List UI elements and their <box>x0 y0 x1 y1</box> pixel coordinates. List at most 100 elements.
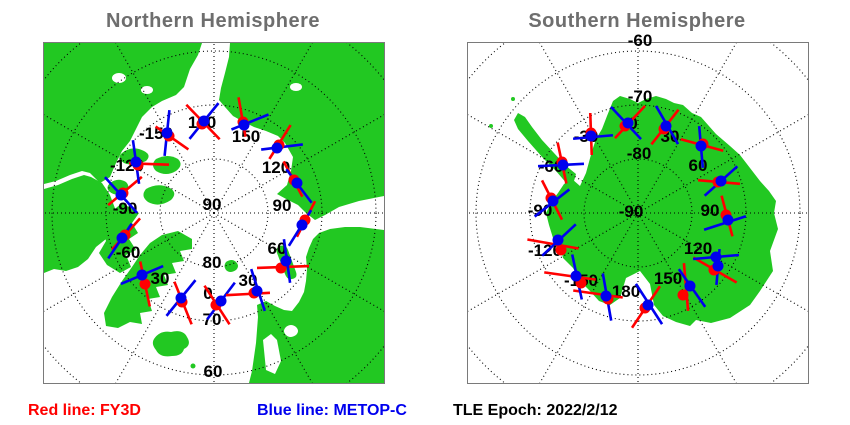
south-graticule-label: 60 <box>689 156 708 175</box>
south-map-title: Southern Hemisphere <box>528 10 746 32</box>
north-graticule-label: 90 <box>273 196 292 215</box>
metopc-position-dot <box>238 119 250 131</box>
south-meridian-line <box>637 114 808 214</box>
metopc-position-dot <box>712 260 724 272</box>
south-meridian-line <box>637 212 808 312</box>
metopc-position-dot <box>296 219 308 231</box>
north-latitude-ring <box>51 50 377 376</box>
metopc-position-dot <box>695 140 707 152</box>
north-landmass <box>249 227 384 383</box>
south-top-latitude-label: -60 <box>627 31 653 50</box>
metopc-position-dot <box>215 295 227 307</box>
fy3d-position-dot <box>139 278 151 290</box>
south-meridian-line <box>539 43 639 214</box>
north-landmass <box>143 185 175 205</box>
metopc-position-dot <box>684 280 696 292</box>
south-graticule-label: -90 <box>619 202 644 221</box>
south-graticule-label: -90 <box>528 201 553 220</box>
south-graticule-label: -70 <box>628 87 653 106</box>
south-island <box>489 124 493 128</box>
south-meridian-line <box>539 212 639 383</box>
metopc-position-dot <box>622 117 634 129</box>
south-meridian-line <box>637 212 737 383</box>
north-meridian-line <box>213 43 313 214</box>
south-meridian-line <box>637 43 737 214</box>
north-inland-water <box>112 73 126 83</box>
metopc-position-dot <box>722 214 734 226</box>
north-meridian-line <box>115 43 215 214</box>
north-landmass <box>44 175 116 273</box>
metopc-position-dot <box>175 292 187 304</box>
south-graticule-label: 90 <box>701 201 720 220</box>
south-map-canvas: -90-80-700306090120150180-150-120-90-60-… <box>468 43 808 383</box>
metopc-position-dot <box>271 142 283 154</box>
north-inland-water <box>284 325 298 337</box>
north-meridian-line <box>115 212 215 383</box>
metopc-position-dot <box>280 255 292 267</box>
south-hemisphere-map: -90-80-700306090120150180-150-120-90-60-… <box>467 31 809 384</box>
north-landmass <box>116 208 137 223</box>
fy3d-track-line <box>544 271 596 281</box>
fy3d-track-line <box>573 289 623 299</box>
north-landmass <box>219 43 384 220</box>
north-graticule-label: 60 <box>268 239 287 258</box>
metopc-position-dot <box>291 177 303 189</box>
north-inland-water <box>290 83 302 91</box>
north-meridian-line <box>213 212 384 312</box>
north-graticule-label: 70 <box>203 310 222 329</box>
north-landmass <box>44 43 202 184</box>
metopc-position-dot <box>557 159 569 171</box>
metopc-position-dot <box>600 290 612 302</box>
metopc-position-dot <box>715 175 727 187</box>
north-meridian-line <box>213 114 384 214</box>
north-graticule-label: 90 <box>203 195 222 214</box>
legend-tle-epoch: TLE Epoch: 2022/2/12 <box>453 402 618 419</box>
north-inland-water <box>263 334 281 374</box>
south-meridian-line <box>468 212 639 312</box>
metopc-position-dot <box>642 299 654 311</box>
metopc-position-dot <box>161 127 173 139</box>
metopc-position-dot <box>547 195 559 207</box>
north-graticule-label: -60 <box>116 243 141 262</box>
metopc-position-dot <box>251 285 263 297</box>
north-latitude-ring <box>159 158 269 268</box>
south-island <box>511 97 515 101</box>
metopc-track-line <box>230 113 270 131</box>
north-map-title: Northern Hemisphere <box>106 10 320 32</box>
metopc-position-dot <box>130 156 142 168</box>
north-landmass <box>152 331 189 357</box>
north-meridian-line <box>44 114 215 214</box>
south-graticule-label: 150 <box>654 269 682 288</box>
metopc-position-dot <box>116 232 128 244</box>
metopc-position-dot <box>115 189 127 201</box>
legend-red-line: Red line: FY3D <box>28 402 141 419</box>
south-graticule-label: 120 <box>684 239 712 258</box>
north-graticule-label: -90 <box>113 199 138 218</box>
north-graticule-label: 60 <box>204 362 223 381</box>
north-graticule-label: 150 <box>232 127 260 146</box>
fy3d-position-dot <box>555 244 567 256</box>
south-latitude-ring <box>583 158 693 268</box>
metopc-position-dot <box>552 234 564 246</box>
metopc-position-dot <box>660 120 672 132</box>
metopc-position-dot <box>570 270 582 282</box>
north-meridian-line <box>213 212 313 383</box>
north-island <box>190 363 196 369</box>
south-graticule-label: -80 <box>627 144 652 163</box>
south-meridian-line <box>468 114 639 214</box>
south-latitude-ring <box>475 50 801 376</box>
north-meridian-line <box>44 212 215 312</box>
metopc-position-dot <box>198 115 210 127</box>
legend-blue-line: Blue line: METOP-C <box>257 402 407 419</box>
north-landmass <box>224 260 238 272</box>
fy3d-track-line <box>225 291 271 297</box>
north-graticule-label: 0 <box>203 284 212 303</box>
fy3d-position-dot <box>677 289 689 301</box>
north-graticule-label: 30 <box>151 269 170 288</box>
metopc-position-dot <box>136 269 148 281</box>
north-inland-water <box>141 86 153 94</box>
metopc-position-dot <box>585 130 597 142</box>
